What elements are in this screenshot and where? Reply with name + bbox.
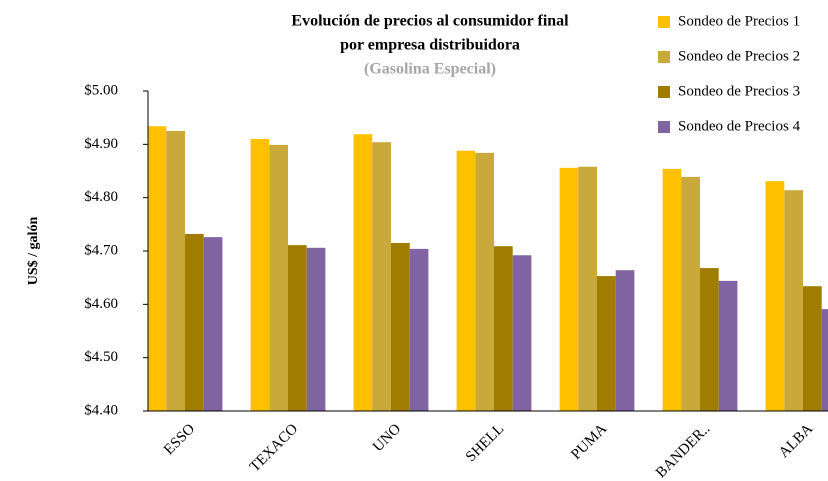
bar <box>185 233 204 411</box>
bar <box>372 142 391 411</box>
bar <box>353 134 373 411</box>
legend-swatch <box>658 16 670 28</box>
x-tick-label: PUMA <box>568 421 610 463</box>
chart-title: Evolución de precios al consumidor final <box>291 13 569 30</box>
bar <box>559 167 579 411</box>
bar <box>250 139 270 411</box>
bar <box>512 255 532 411</box>
bar <box>681 176 700 411</box>
bar <box>803 286 822 411</box>
y-tick-label: $4.60 <box>84 296 118 312</box>
y-tick-label: $4.80 <box>84 189 118 205</box>
legend-label: Sondeo de Precios 4 <box>678 118 801 134</box>
bar <box>821 309 828 411</box>
bar <box>597 276 616 411</box>
legend-swatch <box>658 86 670 98</box>
x-tick-label: ALBA <box>776 421 816 461</box>
bar <box>475 152 494 411</box>
bar <box>391 243 410 411</box>
x-tick-label: BANDER.. <box>653 421 713 481</box>
y-tick-label: $4.50 <box>84 349 118 365</box>
bar <box>494 246 513 411</box>
x-tick-label: SHELL <box>463 421 507 465</box>
y-tick-label: $4.70 <box>84 242 118 258</box>
bar <box>615 270 635 411</box>
bar <box>784 190 803 411</box>
y-tick-label: $5.00 <box>84 82 118 98</box>
bar <box>765 181 785 411</box>
bar <box>662 168 682 411</box>
bar <box>409 248 429 411</box>
bar <box>718 280 738 411</box>
bar <box>166 131 185 411</box>
bar <box>203 237 223 411</box>
chart-subtitle: (Gasolina Especial) <box>364 61 496 78</box>
bar <box>147 126 167 411</box>
bar <box>700 268 719 411</box>
legend-swatch <box>658 51 670 63</box>
y-axis-label: US$ / galón <box>26 217 41 286</box>
y-tick-label: $4.90 <box>84 136 118 152</box>
bar <box>578 166 597 411</box>
legend-label: Sondeo de Precios 1 <box>678 13 800 29</box>
x-tick-label: UNO <box>370 421 404 455</box>
legend-label: Sondeo de Precios 3 <box>678 83 800 99</box>
x-tick-label: TEXACO <box>247 421 301 475</box>
bar <box>269 144 288 411</box>
bar <box>288 245 307 411</box>
x-tick-label: ESSO <box>161 421 198 458</box>
bar <box>456 150 476 411</box>
legend-label: Sondeo de Precios 2 <box>678 48 800 64</box>
bar <box>306 247 326 411</box>
legend-swatch <box>658 121 670 133</box>
chart-title: por empresa distribuidora <box>340 37 520 54</box>
y-tick-label: $4.40 <box>84 402 118 418</box>
